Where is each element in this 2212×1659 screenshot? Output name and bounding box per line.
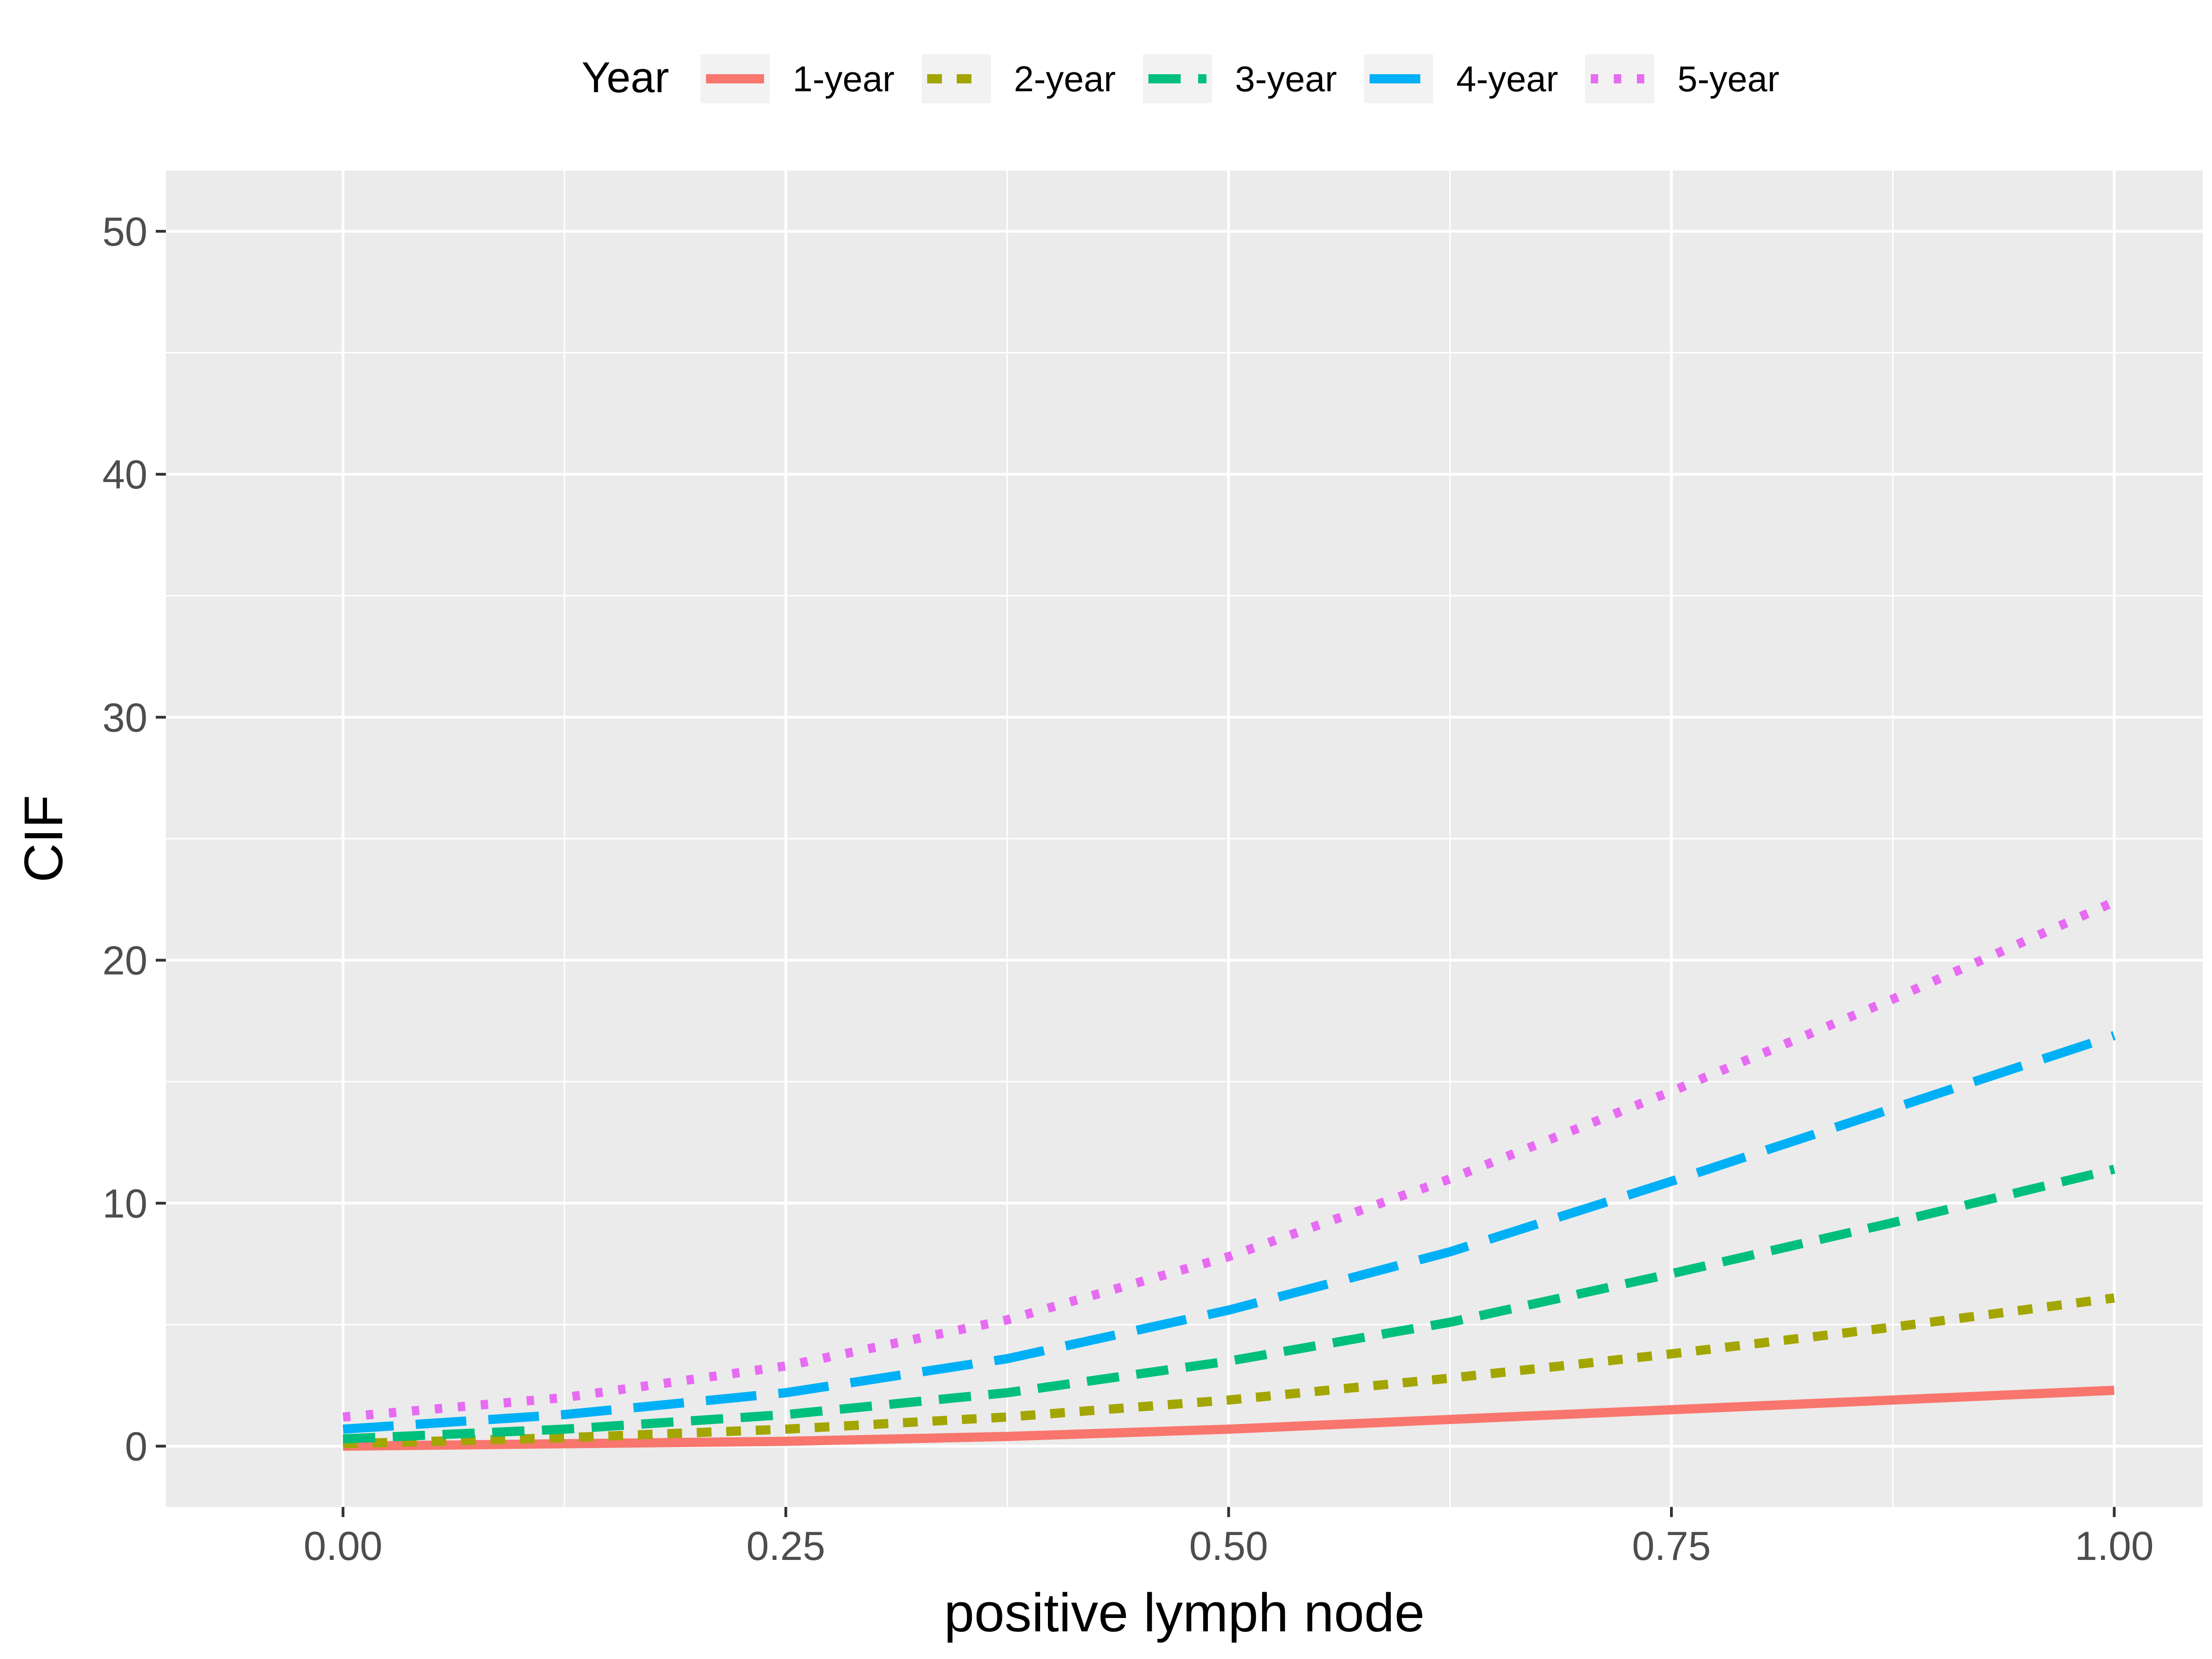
- x-tick-label: 0.50: [1189, 1523, 1268, 1569]
- x-tick-label: 0.00: [304, 1523, 382, 1569]
- x-axis-title: positive lymph node: [944, 1583, 1425, 1643]
- y-axis: 0 10 20 30 40 50: [102, 209, 166, 1469]
- series-line-2-year: [343, 1293, 2115, 1448]
- y-tick-label: 50: [102, 209, 147, 254]
- legend-label-1-year: 1-year: [793, 59, 894, 99]
- y-tick-label: 40: [102, 452, 147, 497]
- legend: Year 1-year 2-year 3-year 4-year 5-year: [582, 53, 1779, 103]
- x-tick-label: 0.25: [747, 1523, 825, 1569]
- y-tick-label: 30: [102, 694, 147, 740]
- legend-label-3-year: 3-year: [1235, 59, 1337, 99]
- series-line-5-year: [342, 897, 2116, 1422]
- x-tick-label: 0.75: [1632, 1523, 1711, 1569]
- series-line-4-year: [342, 1031, 2116, 1434]
- major-gridlines: [166, 171, 2203, 1507]
- y-tick-label: 0: [125, 1424, 147, 1469]
- y-tick-label: 10: [102, 1181, 147, 1226]
- series-lines: [342, 897, 2116, 1451]
- y-tick-label: 20: [102, 938, 147, 983]
- x-axis: 0.00 0.25 0.50 0.75 1.00: [304, 1507, 2153, 1569]
- legend-title: Year: [582, 53, 669, 101]
- series-line-1-year: [343, 1385, 2115, 1451]
- legend-label-2-year: 2-year: [1014, 59, 1116, 99]
- y-axis-title: CIF: [13, 795, 74, 882]
- minor-gridlines: [166, 171, 2203, 1507]
- x-tick-label: 1.00: [2075, 1523, 2153, 1569]
- legend-label-5-year: 5-year: [1677, 59, 1779, 99]
- legend-label-4-year: 4-year: [1456, 59, 1558, 99]
